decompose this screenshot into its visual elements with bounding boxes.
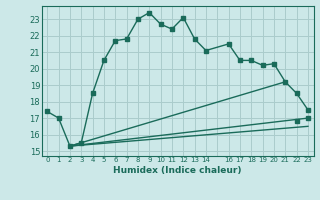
X-axis label: Humidex (Indice chaleur): Humidex (Indice chaleur)	[113, 166, 242, 175]
